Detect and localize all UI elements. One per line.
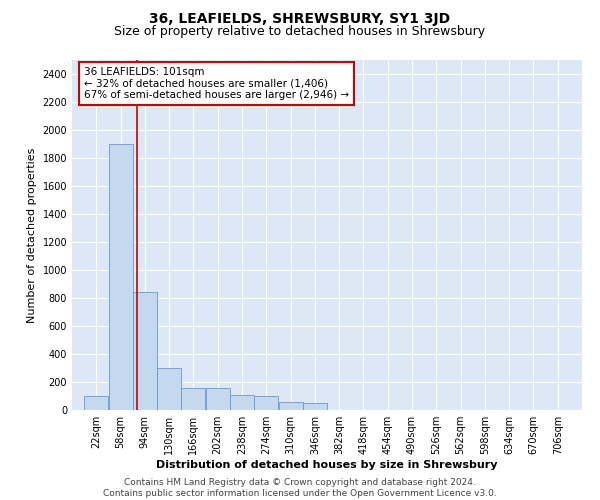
Text: 36 LEAFIELDS: 101sqm
← 32% of detached houses are smaller (1,406)
67% of semi-de: 36 LEAFIELDS: 101sqm ← 32% of detached h… <box>84 67 349 100</box>
Bar <box>254 396 278 410</box>
Bar <box>206 388 230 410</box>
Bar <box>133 292 157 410</box>
Text: Contains HM Land Registry data © Crown copyright and database right 2024.
Contai: Contains HM Land Registry data © Crown c… <box>103 478 497 498</box>
Bar <box>230 394 254 410</box>
X-axis label: Distribution of detached houses by size in Shrewsbury: Distribution of detached houses by size … <box>156 460 498 470</box>
Bar <box>157 368 181 410</box>
Text: Size of property relative to detached houses in Shrewsbury: Size of property relative to detached ho… <box>115 25 485 38</box>
Bar <box>303 403 327 410</box>
Bar <box>109 144 133 410</box>
Bar <box>181 388 205 410</box>
Bar <box>278 402 302 410</box>
Text: 36, LEAFIELDS, SHREWSBURY, SY1 3JD: 36, LEAFIELDS, SHREWSBURY, SY1 3JD <box>149 12 451 26</box>
Y-axis label: Number of detached properties: Number of detached properties <box>27 148 37 322</box>
Bar <box>84 396 109 410</box>
